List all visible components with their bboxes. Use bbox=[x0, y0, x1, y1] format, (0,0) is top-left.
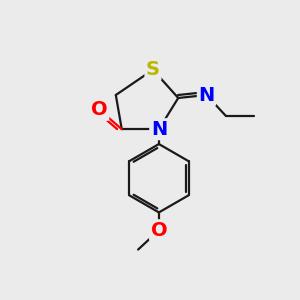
Text: O: O bbox=[151, 221, 167, 240]
Text: S: S bbox=[146, 60, 160, 79]
Text: N: N bbox=[198, 85, 214, 104]
Text: N: N bbox=[151, 120, 167, 139]
Text: O: O bbox=[91, 100, 108, 119]
